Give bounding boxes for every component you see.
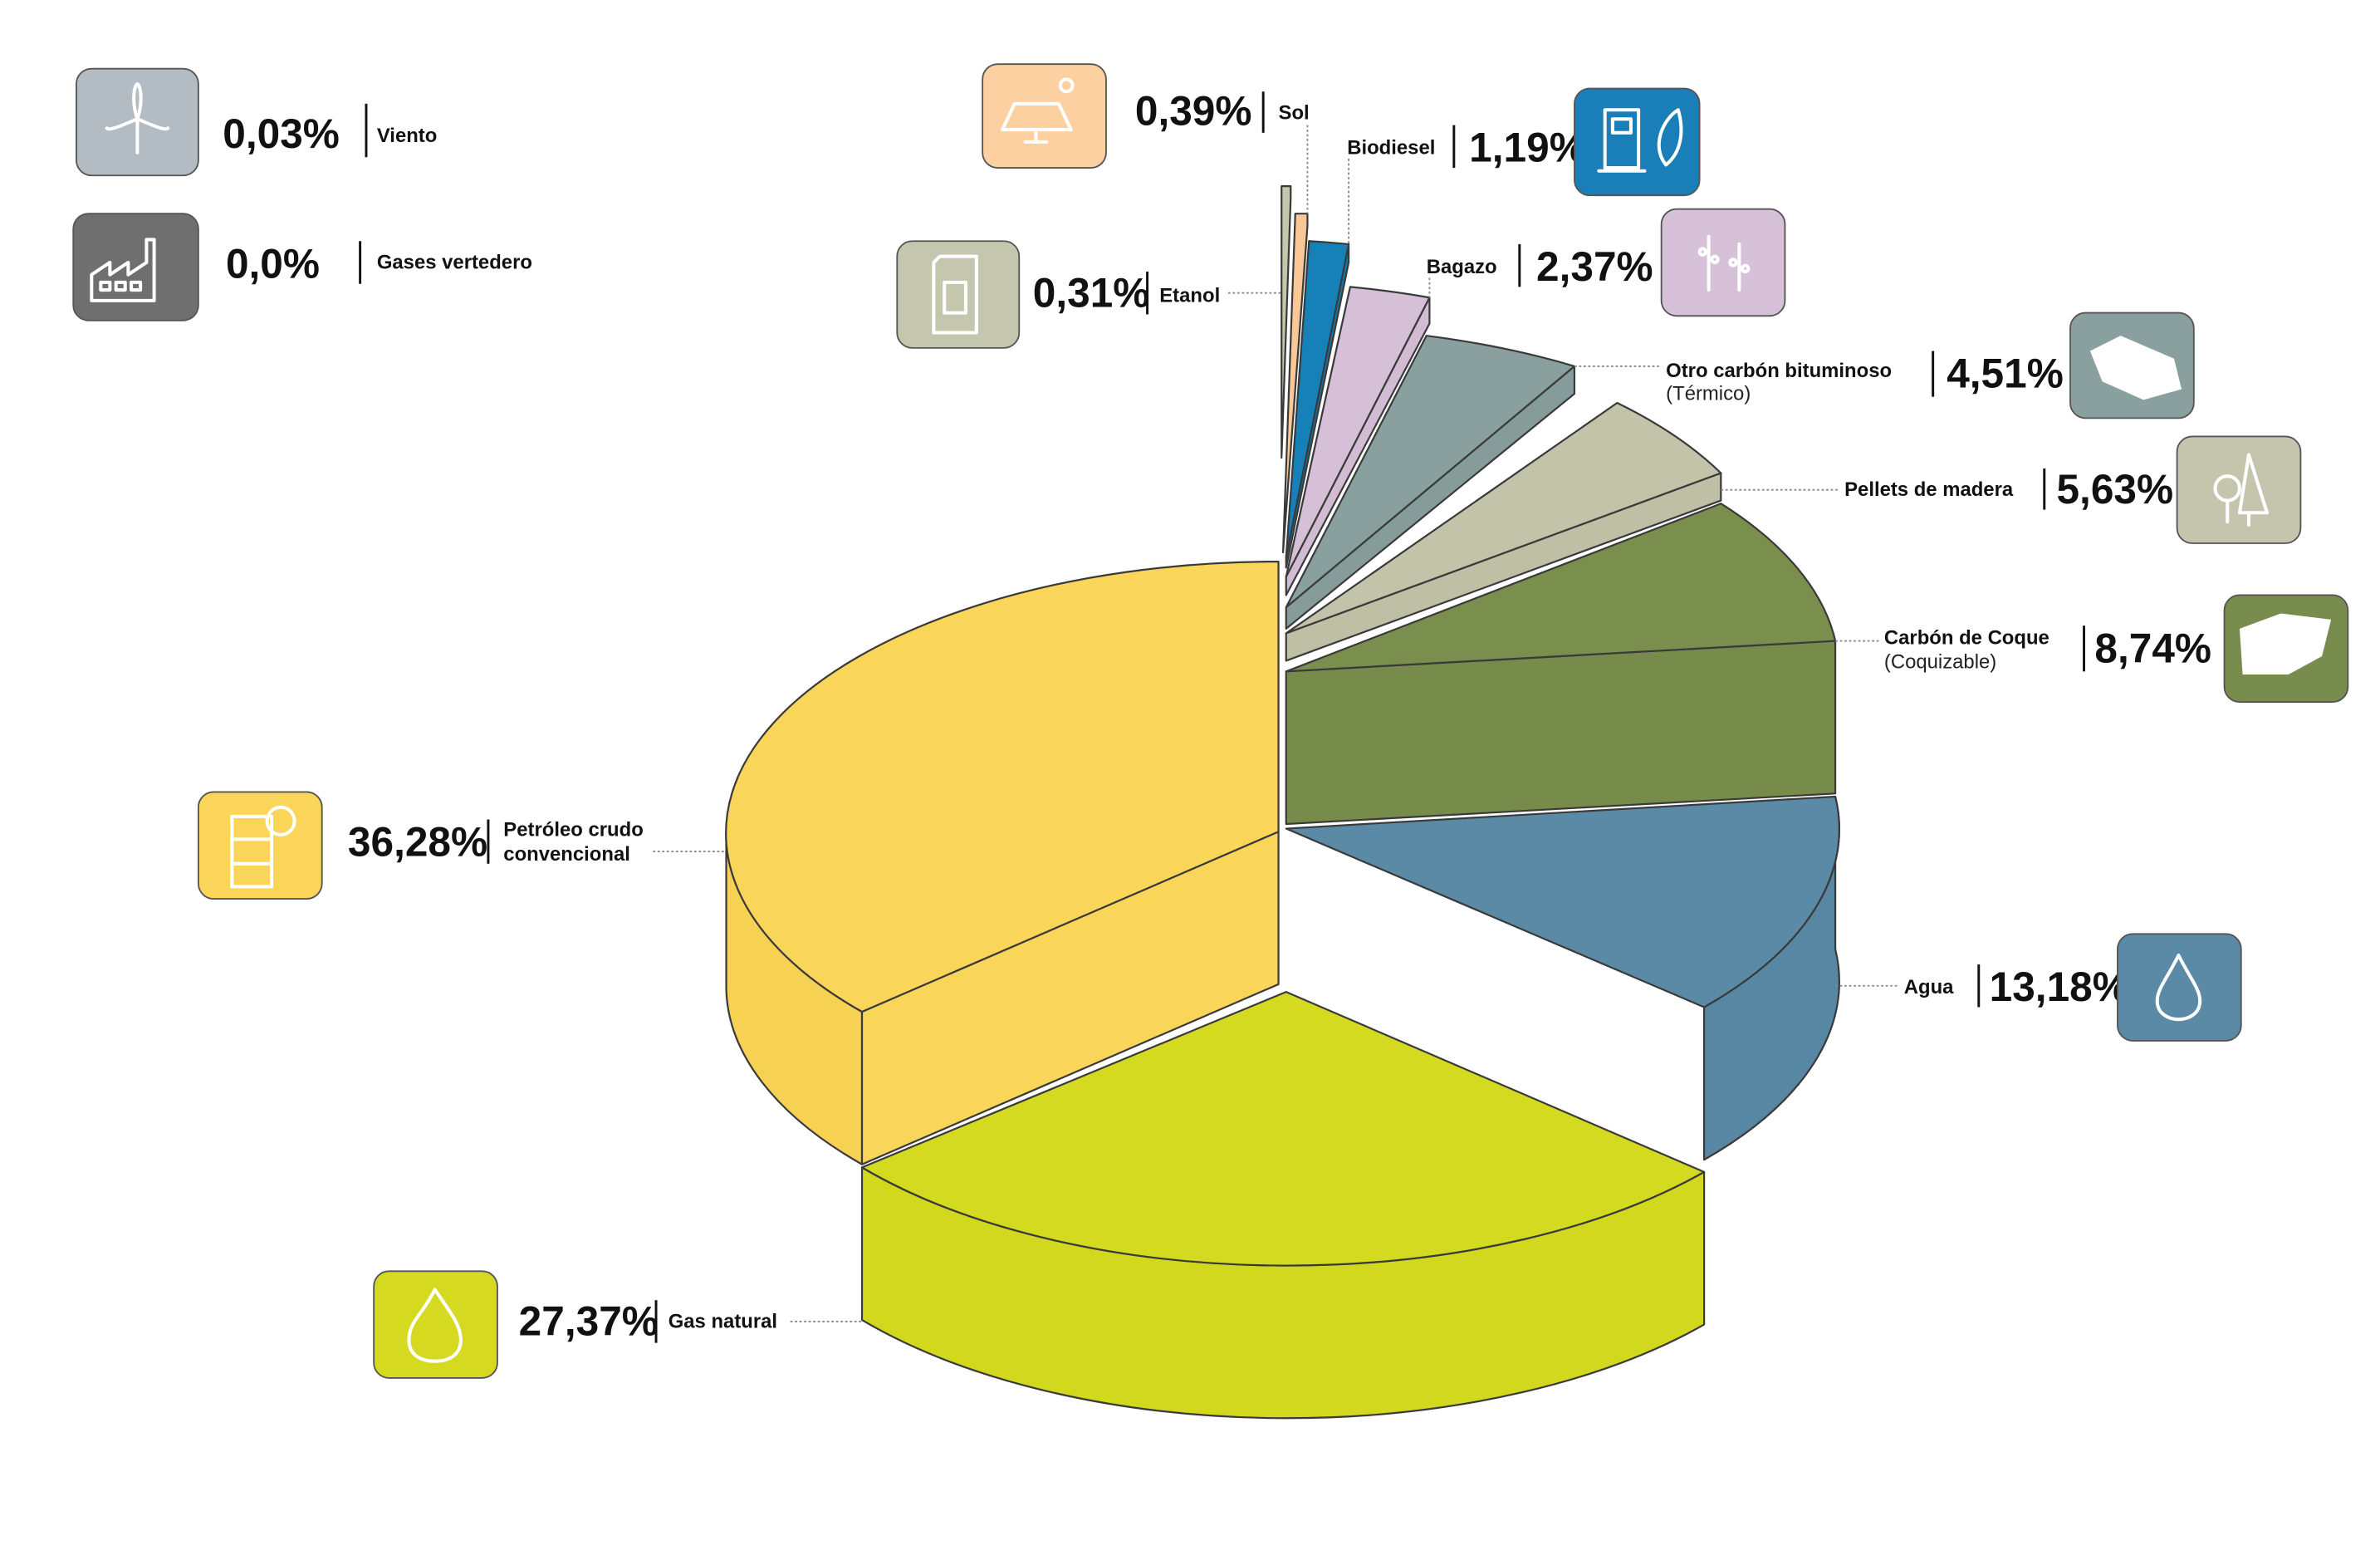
slice-agua-top (1285, 795, 1840, 1008)
slice-otro-carbon (1285, 335, 1576, 630)
label-gases: Gases vertedero (377, 251, 532, 273)
slice-agua (1285, 795, 1840, 1161)
value-gas-natural: 27,37% (519, 1297, 659, 1344)
value-pellets: 5,63% (2056, 466, 2173, 513)
legend-sol: 0,39% Sol (982, 63, 1310, 169)
label-etanol: Etanol (1159, 285, 1220, 307)
sublabel-coque: (Coquizable) (1884, 651, 1996, 674)
slice-otro-top (1285, 335, 1576, 609)
label-gas-natural: Gas natural (668, 1310, 777, 1332)
label-coque: Carbón de Coque (1884, 626, 2049, 649)
legend-viento: 0,03% Viento (76, 67, 438, 177)
flame-icon (373, 1270, 498, 1379)
oil-barrel-icon (197, 791, 323, 900)
legend-gases-vertedero: 0,0% Gases vertedero (72, 213, 532, 321)
water-drop-icon (2117, 933, 2242, 1042)
value-etanol: 0,31% (1033, 269, 1150, 316)
label-sol: Sol (1279, 101, 1310, 124)
value-petroleo: 36,28% (348, 819, 487, 866)
label-bagazo: Bagazo (1427, 256, 1497, 278)
slice-bagazo (1285, 286, 1431, 596)
legend-petroleo: 36,28% Petróleo crudo convencional (197, 791, 644, 900)
label-viento: Viento (377, 125, 438, 147)
legend-biodiesel: Biodiesel 1,19% (1347, 87, 1701, 197)
value-coque: 8,74% (2094, 625, 2211, 671)
slice-gas-natural (860, 991, 1706, 1420)
legend-bagazo: Bagazo 2,37% (1427, 208, 1786, 317)
value-sol: 0,39% (1135, 88, 1252, 135)
label-petroleo: Petróleo crudo (503, 819, 643, 841)
label-agua: Agua (1904, 976, 1954, 998)
sublabel-otro-carbon: (Térmico) (1666, 382, 1751, 405)
solar-panel-icon (982, 63, 1107, 169)
legend-otro-carbon: Otro carbón bituminoso (Térmico) 4,51% (1666, 311, 2195, 419)
slice-biodiesel-top (1285, 240, 1350, 558)
leader-lines (653, 125, 1898, 1322)
label-petroleo-line2: convencional (503, 843, 630, 866)
label-biodiesel: Biodiesel (1347, 137, 1435, 159)
sugarcane-icon (1660, 208, 1786, 317)
slice-etanol (1281, 185, 1292, 459)
slice-coque-top (1285, 503, 1837, 673)
legend-coque: Carbón de Coque (Coquizable) 8,74% (1884, 594, 2349, 703)
jerrycan-icon (896, 240, 1021, 349)
value-otro-carbon: 4,51% (1947, 351, 2064, 397)
factory-icon (72, 213, 199, 321)
slice-pellets (1285, 401, 1722, 662)
slice-coque-cut (1285, 640, 1837, 826)
value-viento: 0,03% (223, 110, 340, 157)
label-pellets: Pellets de madera (1844, 478, 2014, 501)
legend-gas-natural: 27,37% Gas natural (373, 1270, 777, 1379)
value-agua: 13,18% (1990, 964, 2129, 1010)
slice-gas-top (860, 991, 1706, 1267)
slice-pellets-top (1285, 401, 1722, 635)
value-bagazo: 2,37% (1536, 243, 1653, 290)
slice-coque (1285, 503, 1837, 826)
legend-agua: Agua 13,18% (1904, 933, 2242, 1042)
legend-pellets: Pellets de madera 5,63% (1844, 435, 2302, 544)
slice-petroleo-top (725, 560, 1280, 1013)
legend-etanol: 0,31% Etanol (896, 240, 1220, 349)
label-otro-carbon: Otro carbón bituminoso (1666, 360, 1892, 382)
slice-biodiesel (1285, 240, 1350, 569)
value-gases: 0,0% (226, 240, 320, 287)
value-biodiesel: 1,19% (1469, 125, 1586, 171)
slice-petroleo (725, 560, 1280, 1165)
